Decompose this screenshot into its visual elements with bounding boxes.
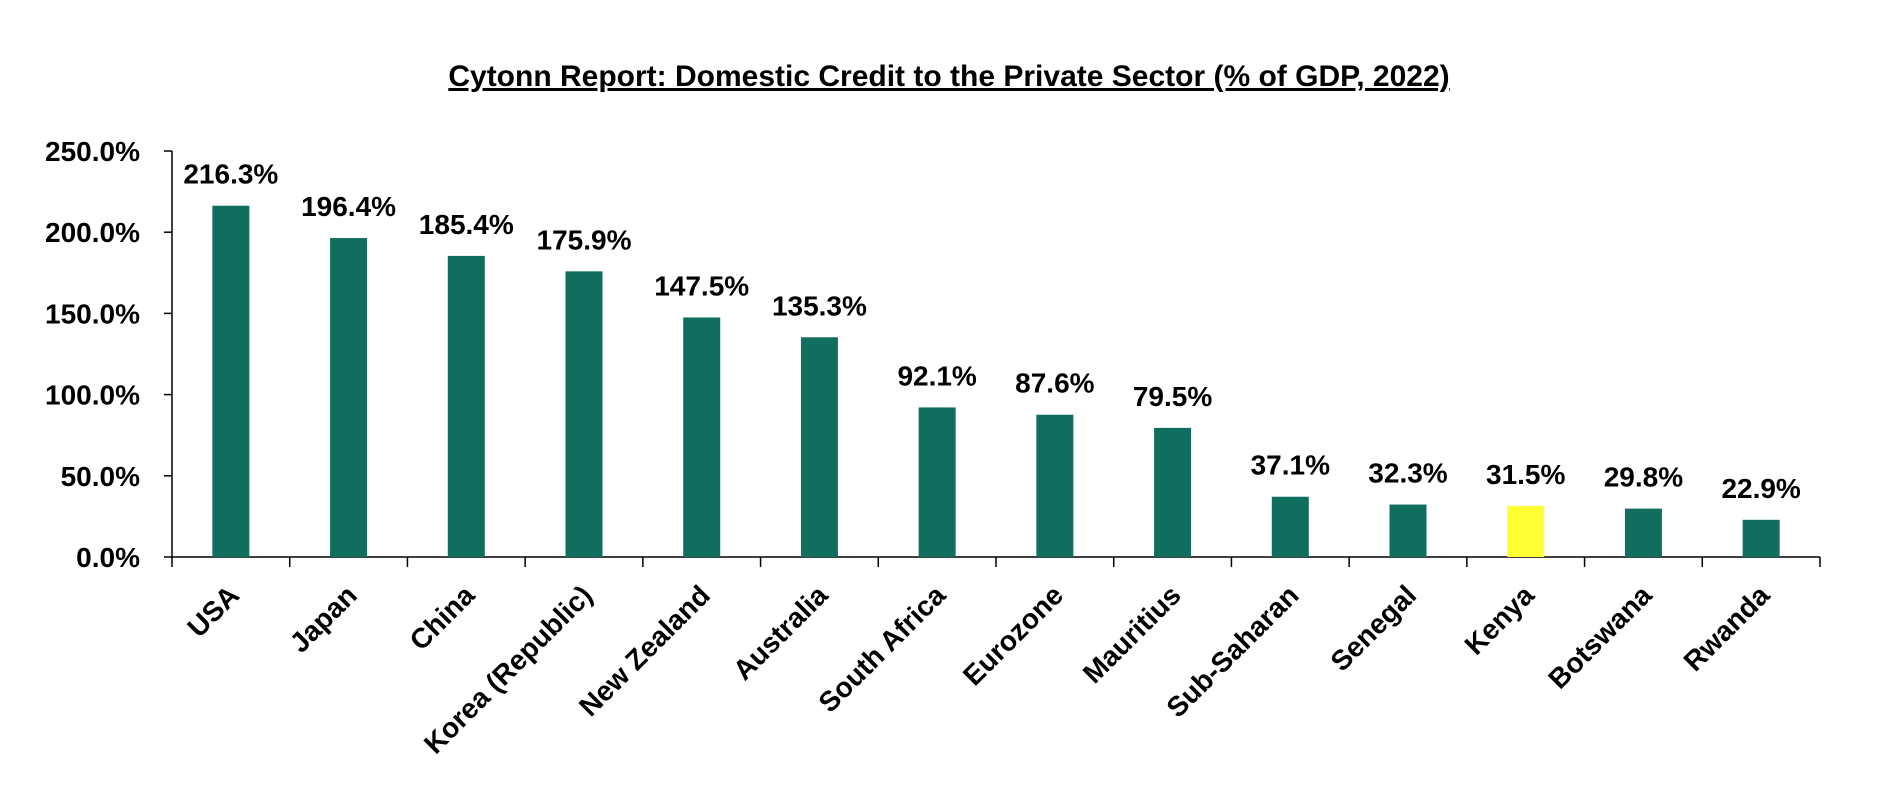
data-label: 22.9%	[1721, 473, 1800, 504]
category-label: Mauritius	[1077, 579, 1187, 689]
bar-senegal	[1389, 504, 1427, 557]
y-axis: 0.0% 50.0% 100.0% 150.0% 200.0% 250.0%	[45, 136, 173, 573]
bar-botswana	[1624, 508, 1662, 557]
data-label: 31.5%	[1486, 459, 1565, 490]
bar-rwanda	[1742, 519, 1780, 557]
data-labels: 216.3% 196.4% 185.4% 175.9% 147.5% 135.3% 92.1…	[183, 159, 1801, 504]
category-label: Eurozone	[957, 579, 1069, 691]
y-tick-label: 0.0%	[76, 542, 140, 573]
category-label: Senegal	[1324, 579, 1422, 677]
category-label: Rwanda	[1678, 579, 1776, 677]
y-tick-label: 100.0%	[45, 380, 140, 411]
bar-south-africa	[918, 407, 956, 557]
data-label: 135.3%	[772, 290, 867, 321]
y-tick-label: 250.0%	[45, 136, 140, 167]
bar-australia	[800, 337, 838, 557]
bar-korea-republic	[565, 271, 603, 557]
data-label: 216.3%	[183, 159, 278, 190]
data-label: 196.4%	[301, 191, 396, 222]
data-label: 37.1%	[1251, 450, 1330, 481]
data-label: 29.8%	[1604, 462, 1683, 493]
bar-eurozone	[1036, 414, 1074, 557]
category-label: Kenya	[1459, 579, 1541, 661]
bar-kenya	[1507, 505, 1545, 557]
bars	[212, 205, 1780, 558]
bar-usa	[212, 205, 250, 557]
category-label: USA	[181, 579, 245, 643]
data-label: 175.9%	[537, 224, 632, 255]
bar-japan	[330, 238, 368, 558]
data-label: 147.5%	[654, 270, 749, 301]
y-tick-label: 50.0%	[61, 461, 140, 492]
category-label: Botswana	[1542, 579, 1658, 695]
bar-mauritius	[1154, 427, 1192, 557]
data-label: 92.1%	[897, 360, 976, 391]
bar-china	[447, 255, 485, 557]
chart-title: Cytonn Report: Domestic Credit to the Pr…	[448, 60, 1450, 93]
y-tick-label: 200.0%	[45, 217, 140, 248]
data-label: 32.3%	[1368, 458, 1447, 489]
data-label: 79.5%	[1133, 381, 1212, 412]
data-label: 87.6%	[1015, 368, 1094, 399]
category-label: South Africa	[812, 579, 951, 718]
bar-sub-saharan	[1271, 496, 1309, 557]
data-label: 185.4%	[419, 209, 514, 240]
y-tick-label: 150.0%	[45, 298, 140, 329]
category-label: Australia	[727, 579, 834, 686]
category-label: China	[404, 579, 481, 656]
x-axis	[171, 556, 1821, 567]
bar-new-zealand	[683, 317, 721, 557]
category-label: Japan	[284, 579, 363, 658]
